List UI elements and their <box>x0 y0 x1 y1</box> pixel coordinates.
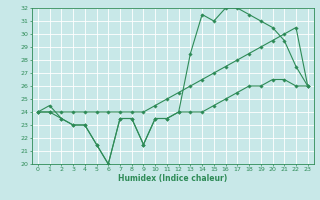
X-axis label: Humidex (Indice chaleur): Humidex (Indice chaleur) <box>118 174 228 183</box>
